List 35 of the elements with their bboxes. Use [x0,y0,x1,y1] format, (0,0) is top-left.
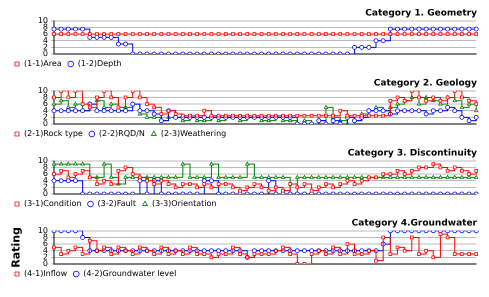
legend-label: (3-2)Fault [97,199,136,208]
legend-label: (2-3)Weathering [160,129,226,138]
y-tick-label: 10 [38,156,48,165]
legend-label: (4-2)Groundwater level [83,269,176,278]
y-axis-title: Rating [9,227,22,268]
chart-title: Category 2. Geology [374,78,478,89]
legend-label: (1-1)Area [24,59,62,68]
chart-title: Category 3. Discontinuity [348,148,478,159]
y-tick-label: 0 [42,49,48,58]
chart-title: Category 1. Geometry [365,8,478,19]
y-tick-label: 6 [42,29,48,38]
y-tick-label: 4 [42,36,48,45]
y-tick-label: 10 [38,226,48,235]
y-tick-label: 0 [42,259,48,268]
legend-label: (1-2)Depth [78,59,122,68]
chart-title: Category 4.Groundwater [352,218,478,229]
y-tick-label: 4 [42,106,48,115]
y-tick-label: 6 [42,99,48,108]
y-tick-label: 0 [42,119,48,128]
y-tick-label: 2 [42,42,48,52]
y-tick-label: 4 [42,246,48,255]
y-tick-label: 0 [42,189,48,198]
y-tick-label: 10 [38,16,48,25]
y-tick-label: 2 [42,252,48,262]
legend-label: (3-3)Orientation [152,199,216,208]
legend-label: (4-1)Inflow [24,269,68,278]
y-tick-label: 6 [42,239,48,248]
y-tick-label: 10 [38,86,48,95]
legend-label: (2-1)Rock type [24,129,83,138]
y-tick-label: 4 [42,176,48,185]
y-tick-label: 6 [42,169,48,178]
y-tick-label: 2 [42,182,48,192]
y-tick-label: 2 [42,112,48,122]
legend-label: (3-1)Condition [24,199,82,208]
legend-label: (2-2)RQD/N [98,129,145,138]
